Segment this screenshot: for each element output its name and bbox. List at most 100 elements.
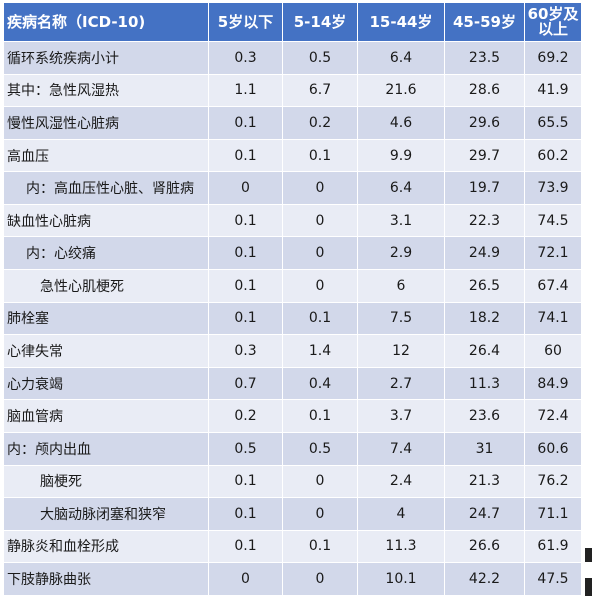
value-cell: 60.6 (524, 431, 582, 466)
table-row: 心律失常 0.3 1.4 12 26.4 60 (3, 334, 582, 368)
value-cell: 28.6 (444, 73, 525, 108)
value-cell: 24.9 (444, 236, 525, 271)
value-cell: 0.1 (208, 203, 283, 238)
header-row: 疾病名称（ICD-10) 5岁以下 5-14岁 15-44岁 45-59岁 60… (3, 2, 582, 42)
value-cell: 41.9 (524, 73, 582, 108)
value-cell: 69.2 (524, 41, 582, 75)
value-cell: 11.3 (357, 529, 445, 564)
value-cell: 26.6 (444, 529, 525, 564)
table-row: 内：高血压性心脏、肾脏病 0 0 6.4 19.7 73.9 (3, 171, 582, 205)
value-cell: 22.3 (444, 203, 525, 238)
value-cell: 11.3 (444, 366, 525, 401)
table-row: 内：心绞痛 0.1 0 2.9 24.9 72.1 (3, 236, 582, 271)
value-cell: 0.7 (208, 366, 283, 401)
disease-age-table: 疾病名称（ICD-10) 5岁以下 5-14岁 15-44岁 45-59岁 60… (3, 2, 582, 596)
value-cell: 4 (357, 497, 445, 531)
value-cell: 26.5 (444, 269, 525, 303)
value-cell: 60.2 (524, 138, 582, 173)
value-cell: 29.6 (444, 106, 525, 140)
value-cell: 2.7 (357, 366, 445, 401)
value-cell: 0 (282, 236, 358, 271)
disease-name-cell: 急性心肌梗死 (3, 269, 209, 303)
disease-name-cell: 下肢静脉曲张 (3, 562, 209, 596)
value-cell: 0.5 (282, 431, 358, 466)
value-cell: 2.4 (357, 464, 445, 499)
value-cell: 0 (208, 171, 283, 205)
value-cell: 6.7 (282, 73, 358, 108)
disease-name-cell: 缺血性心脏病 (3, 203, 209, 238)
table-row: 静脉炎和血栓形成 0.1 0.1 11.3 26.6 61.9 (3, 529, 582, 564)
value-cell: 26.4 (444, 334, 525, 368)
header-age-5-14: 5-14岁 (282, 2, 358, 42)
value-cell: 0.3 (208, 41, 283, 75)
header-age-15-44: 15-44岁 (357, 2, 445, 42)
value-cell: 0 (282, 497, 358, 531)
header-age-under-5: 5岁以下 (208, 2, 283, 42)
value-cell: 67.4 (524, 269, 582, 303)
value-cell: 0 (282, 203, 358, 238)
value-cell: 18.2 (444, 301, 525, 336)
value-cell: 7.5 (357, 301, 445, 336)
value-cell: 6.4 (357, 171, 445, 205)
disease-name-cell: 心律失常 (3, 334, 209, 368)
table-row: 脑梗死 0.1 0 2.4 21.3 76.2 (3, 464, 582, 499)
value-cell: 0.4 (282, 366, 358, 401)
value-cell: 0.2 (282, 106, 358, 140)
value-cell: 29.7 (444, 138, 525, 173)
disease-name-cell: 内：高血压性心脏、肾脏病 (3, 171, 209, 205)
value-cell: 0.3 (208, 334, 283, 368)
value-cell: 0.1 (208, 138, 283, 173)
disease-name-cell: 循环系统疾病小计 (3, 41, 209, 75)
disease-name-cell: 慢性风湿性心脏病 (3, 106, 209, 140)
value-cell: 76.2 (524, 464, 582, 499)
table-row: 其中：急性风湿热 1.1 6.7 21.6 28.6 41.9 (3, 73, 582, 108)
value-cell: 23.5 (444, 41, 525, 75)
header-disease-name: 疾病名称（ICD-10) (3, 2, 209, 42)
value-cell: 0.1 (208, 529, 283, 564)
value-cell: 6.4 (357, 41, 445, 75)
value-cell: 21.6 (357, 73, 445, 108)
value-cell: 4.6 (357, 106, 445, 140)
value-cell: 0.2 (208, 399, 283, 433)
table-row: 急性心肌梗死 0.1 0 6 26.5 67.4 (3, 269, 582, 303)
value-cell: 12 (357, 334, 445, 368)
value-cell: 19.7 (444, 171, 525, 205)
table-row: 脑血管病 0.2 0.1 3.7 23.6 72.4 (3, 399, 582, 433)
disease-name-cell: 脑梗死 (3, 464, 209, 499)
table-row: 高血压 0.1 0.1 9.9 29.7 60.2 (3, 138, 582, 173)
value-cell: 72.4 (524, 399, 582, 433)
table-row: 大脑动脉闭塞和狭窄 0.1 0 4 24.7 71.1 (3, 497, 582, 531)
value-cell: 0.5 (282, 41, 358, 75)
value-cell: 21.3 (444, 464, 525, 499)
value-cell: 60 (524, 334, 582, 368)
value-cell: 0.1 (282, 529, 358, 564)
value-cell: 24.7 (444, 497, 525, 531)
value-cell: 1.4 (282, 334, 358, 368)
value-cell: 42.2 (444, 562, 525, 596)
table-row: 心力衰竭 0.7 0.4 2.7 11.3 84.9 (3, 366, 582, 401)
value-cell: 9.9 (357, 138, 445, 173)
value-cell: 3.1 (357, 203, 445, 238)
disease-name-cell: 其中：急性风湿热 (3, 73, 209, 108)
value-cell: 74.5 (524, 203, 582, 238)
value-cell: 74.1 (524, 301, 582, 336)
value-cell: 84.9 (524, 366, 582, 401)
table-row: 慢性风湿性心脏病 0.1 0.2 4.6 29.6 65.5 (3, 106, 582, 140)
value-cell: 23.6 (444, 399, 525, 433)
value-cell: 2.9 (357, 236, 445, 271)
table-row: 肺栓塞 0.1 0.1 7.5 18.2 74.1 (3, 301, 582, 336)
value-cell: 0.1 (208, 106, 283, 140)
header-age-45-59: 45-59岁 (444, 2, 525, 42)
value-cell: 7.4 (357, 431, 445, 466)
header-age-60-plus: 60岁及以上 (524, 2, 582, 42)
disease-name-cell: 内：心绞痛 (3, 236, 209, 271)
value-cell: 71.1 (524, 497, 582, 531)
disease-name-cell: 心力衰竭 (3, 366, 209, 401)
table-row: 缺血性心脏病 0.1 0 3.1 22.3 74.5 (3, 203, 582, 238)
disease-name-cell: 内：颅内出血 (3, 431, 209, 466)
edge-mark (585, 578, 592, 596)
value-cell: 0.1 (208, 301, 283, 336)
table-row: 下肢静脉曲张 0 0 10.1 42.2 47.5 (3, 562, 582, 596)
value-cell: 0 (282, 562, 358, 596)
edge-mark (585, 548, 592, 562)
